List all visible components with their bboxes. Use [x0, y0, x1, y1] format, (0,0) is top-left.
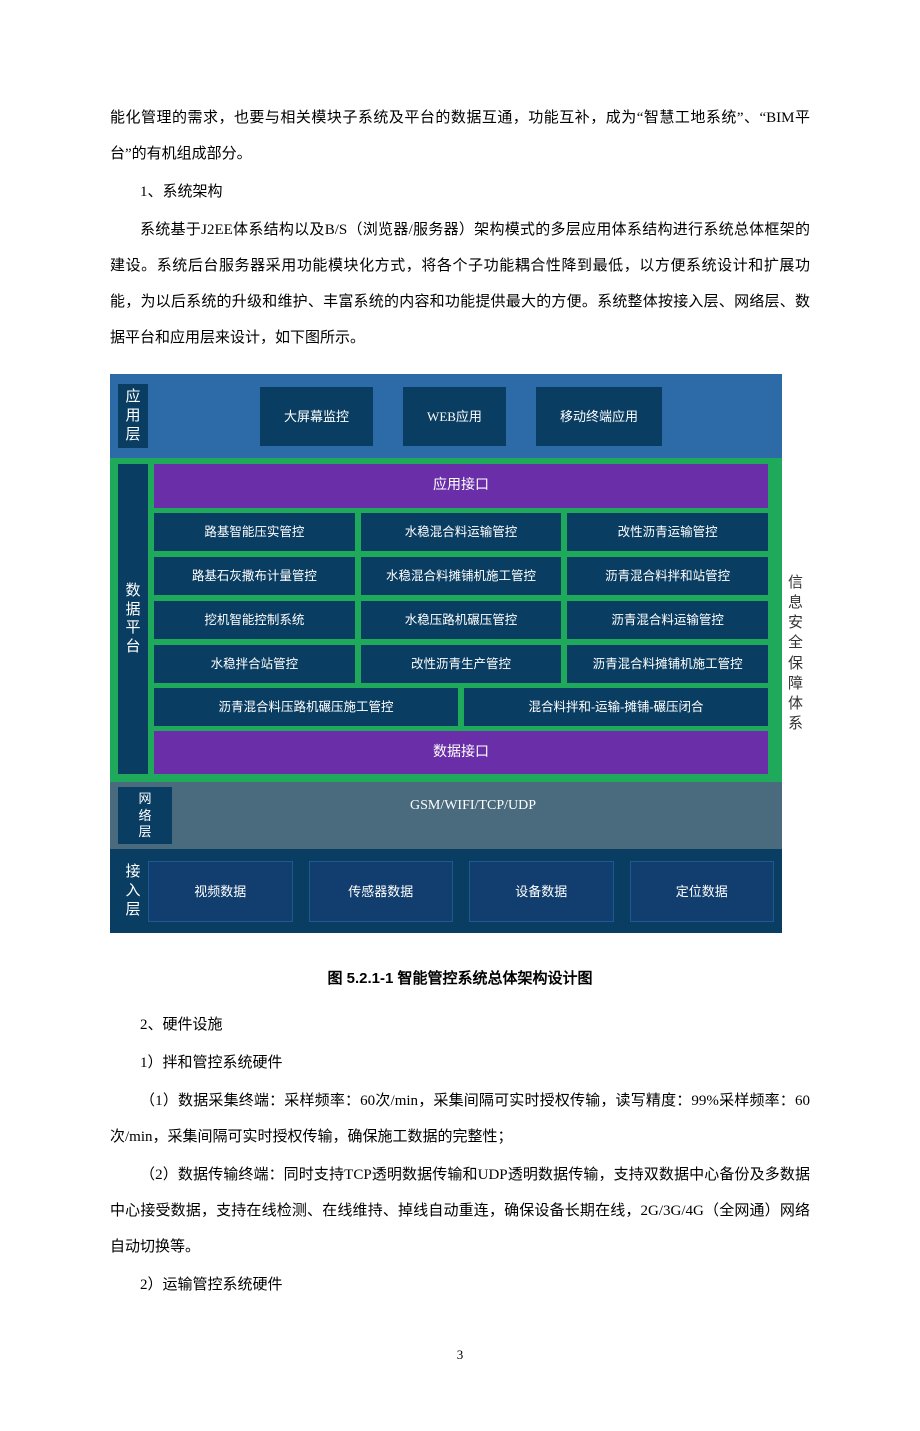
layer-network: 网络层 GSM/WIFI/TCP/UDP — [110, 782, 782, 849]
module-cell: 改性沥青运输管控 — [567, 513, 768, 551]
heading-hardware: 2、硬件设施 — [110, 1007, 810, 1043]
app-box: WEB应用 — [403, 387, 506, 446]
paragraph-hw2: （2）数据传输终端：同时支持TCP透明数据传输和UDP透明数据传输，支持双数据中… — [110, 1157, 810, 1265]
module-cell: 沥青混合料拌和站管控 — [567, 557, 768, 595]
layer-label-network: 网络层 — [118, 787, 172, 844]
module-cell: 改性沥青生产管控 — [361, 645, 562, 683]
layer-application: 应用层 大屏幕监控 WEB应用 移动终端应用 — [110, 374, 782, 458]
layer-access: 接入层 视频数据 传感器数据 设备数据 定位数据 — [110, 849, 782, 933]
access-box: 定位数据 — [630, 861, 775, 922]
page-number: 3 — [110, 1339, 810, 1370]
module-cell: 水稳混合料摊铺机施工管控 — [361, 557, 562, 595]
module-cell: 挖机智能控制系统 — [154, 601, 355, 639]
paragraph: 能化管理的需求，也要与相关模块子系统及平台的数据互通，功能互补，成为“智慧工地系… — [110, 100, 810, 172]
architecture-diagram: 应用层 大屏幕监控 WEB应用 移动终端应用 数据平台 应用接口 路基智能压实管… — [110, 374, 810, 933]
module-cell: 水稳混合料运输管控 — [361, 513, 562, 551]
module-cell: 沥青混合料运输管控 — [567, 601, 768, 639]
data-interface-bar: 数据接口 — [154, 731, 768, 775]
module-cell: 路基智能压实管控 — [154, 513, 355, 551]
heading-arch: 1、系统架构 — [110, 174, 810, 210]
module-cell: 水稳拌合站管控 — [154, 645, 355, 683]
module-cell: 水稳压路机碾压管控 — [361, 601, 562, 639]
module-cell: 沥青混合料摊铺机施工管控 — [567, 645, 768, 683]
paragraph-arch: 系统基于J2EE体系结构以及B/S（浏览器/服务器）架构模式的多层应用体系结构进… — [110, 212, 810, 356]
module-cell: 路基石灰撒布计量管控 — [154, 557, 355, 595]
module-cell: 混合料拌和-运输-摊铺-碾压闭合 — [464, 688, 768, 726]
access-box: 视频数据 — [148, 861, 293, 922]
heading-mix-hw: 1）拌和管控系统硬件 — [110, 1045, 810, 1081]
app-interface-bar: 应用接口 — [154, 464, 768, 508]
access-box: 设备数据 — [469, 861, 614, 922]
app-box: 大屏幕监控 — [260, 387, 373, 446]
figure-caption: 图 5.2.1-1 智能管控系统总体架构设计图 — [110, 961, 810, 997]
layer-label-access: 接入层 — [118, 859, 148, 923]
layer-data-platform: 数据平台 应用接口 路基智能压实管控 水稳混合料运输管控 改性沥青运输管控 路基… — [110, 458, 782, 782]
app-box: 移动终端应用 — [536, 387, 662, 446]
right-sidebar-label: 信息安全保障体系 — [782, 374, 810, 933]
layer-label-platform: 数据平台 — [118, 464, 148, 774]
layer-label-app: 应用层 — [118, 384, 148, 448]
paragraph-hw1: （1）数据采集终端：采样频率：60次/min，采集间隔可实时授权传输，读写精度：… — [110, 1083, 810, 1155]
network-text: GSM/WIFI/TCP/UDP — [172, 787, 774, 844]
access-box: 传感器数据 — [309, 861, 454, 922]
module-cell: 沥青混合料压路机碾压施工管控 — [154, 688, 458, 726]
heading-transport-hw: 2）运输管控系统硬件 — [110, 1267, 810, 1303]
